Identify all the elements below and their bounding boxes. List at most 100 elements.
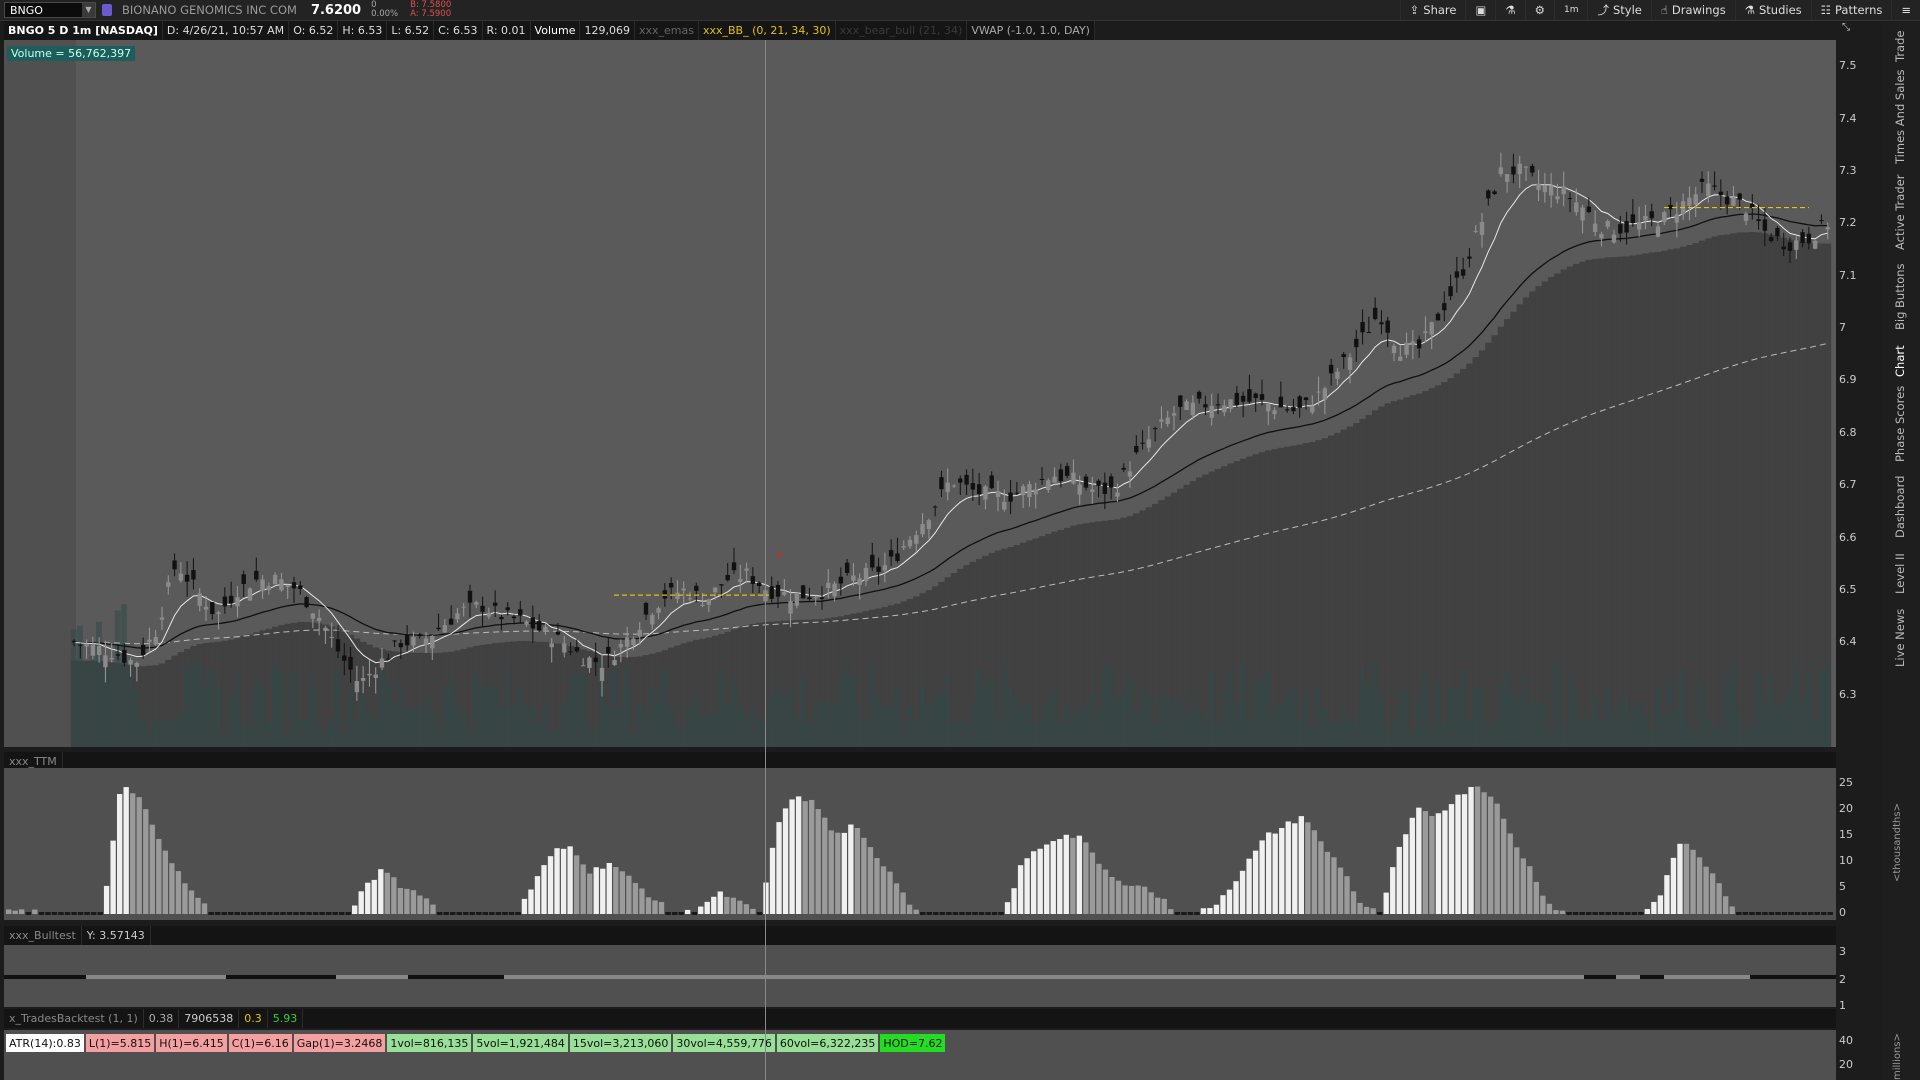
volume-profile-bar [1114, 519, 1121, 747]
collapse-icon[interactable]: ⤡ [1842, 22, 1850, 33]
volume-profile-bar [1623, 256, 1631, 747]
ttm-bar [1481, 792, 1487, 914]
volume-bar [756, 718, 762, 747]
candle-body [631, 638, 636, 646]
volume-profile-bar [1403, 397, 1411, 747]
tab-trade[interactable]: Trade [1893, 30, 1907, 63]
timeframe-button[interactable]: 1m [1553, 0, 1588, 20]
candle-body [819, 597, 825, 599]
candle-body [1548, 185, 1554, 196]
tab-times-and-sales[interactable]: Times And Sales [1893, 69, 1907, 164]
backtest-label[interactable]: x_TradesBacktest (1, 1) [4, 1009, 144, 1028]
volume-profile-bar [919, 593, 927, 747]
ttm-bar [1070, 837, 1076, 914]
volume-bar [1554, 662, 1561, 747]
ttm-bar [1670, 857, 1677, 914]
candle-body [1567, 198, 1573, 200]
bulltest-segment [1616, 975, 1640, 979]
candle-body [1058, 469, 1064, 482]
volume-bar [1522, 676, 1529, 747]
volume-bar [1749, 727, 1755, 747]
volume-profile-bar [781, 620, 788, 747]
drawings-button[interactable]: ☝ Drawings [1650, 0, 1735, 20]
volume-bar [743, 716, 750, 747]
candle-body [1253, 393, 1258, 399]
bulltest-axis[interactable]: 3 2 1 [1836, 945, 1882, 1012]
volume-profile-bar [1076, 524, 1084, 747]
volume-profile-bar [1346, 426, 1354, 747]
tab-live-news[interactable]: Live News [1893, 608, 1907, 667]
study-bear-bull[interactable]: xxx_bear_bull (21, 34) [835, 21, 968, 40]
volume-bar [1390, 721, 1397, 747]
menu-button[interactable]: ≡ [1891, 0, 1920, 20]
volume-bar [781, 696, 787, 747]
study-bb[interactable]: xxx_BB_ (0, 21, 34, 30) [698, 21, 836, 40]
patterns-button[interactable]: ☷ Patterns [1810, 0, 1892, 20]
volume-bar [1560, 729, 1567, 747]
volume-profile-bar [542, 641, 549, 747]
tab-chart[interactable]: Chart [1893, 345, 1907, 377]
bulltest-pane[interactable] [4, 945, 1836, 1007]
volume-label[interactable]: Volume [530, 21, 581, 40]
candle-body [1152, 428, 1158, 430]
volume-bar [862, 720, 869, 747]
tab-big-buttons[interactable]: Big Buttons [1893, 263, 1907, 330]
change-value: 0 [371, 0, 377, 10]
symbol-input[interactable]: BNGO ▼ [4, 2, 96, 18]
candle-body [1385, 320, 1390, 333]
tab-level-ii[interactable]: Level II [1893, 553, 1907, 594]
backtest-v4: 5.93 [268, 1009, 304, 1028]
studies-button[interactable]: ⚗ Studies [1734, 0, 1811, 20]
volume-profile-bar [793, 619, 801, 747]
share-button[interactable]: ⇪ Share [1399, 0, 1466, 20]
ttm-label[interactable]: xxx_TTM [4, 752, 63, 771]
link-group-icon[interactable] [102, 4, 112, 16]
style-icon: ⤴ [1597, 3, 1609, 17]
ttm-bar [1187, 912, 1194, 915]
volume-profile-bar [586, 650, 593, 747]
volume-profile-bar [1434, 385, 1442, 747]
price-axis[interactable]: 7.5 7.4 7.3 7.2 7.1 7 6.9 6.8 6.7 6.6 6.5 6.4 6.3 [1836, 40, 1882, 747]
company-name: BIONANO GENOMICS INC COM [122, 3, 297, 17]
chevron-down-icon[interactable]: ▼ [82, 3, 95, 17]
ttm-bar [358, 891, 364, 914]
ttm-header: xxx_TTM [4, 752, 1836, 771]
volume-bar [171, 718, 178, 747]
candle-body [1077, 484, 1082, 495]
bulltest-svg [4, 975, 1836, 979]
ttm-pane[interactable] [4, 768, 1836, 920]
ttm-bar [1781, 912, 1788, 915]
candle-body [354, 681, 360, 693]
volume-profile-bar [774, 621, 782, 747]
candle-body [442, 625, 448, 633]
signal-marker: + [775, 548, 784, 561]
backtest-axis[interactable]: 40 20 [1836, 1030, 1882, 1080]
ttm-bar [214, 912, 221, 915]
candle-body [857, 578, 862, 585]
candle-body [1781, 246, 1786, 250]
candle-body [492, 602, 498, 606]
ttm-bar [1109, 876, 1115, 914]
volume-bar [693, 696, 699, 747]
settings-button[interactable]: ⚙ [1524, 0, 1554, 20]
tab-active-trader[interactable]: Active Trader [1893, 174, 1907, 250]
ttm-axis[interactable]: 25 20 15 10 5 0 [1836, 768, 1882, 920]
flask-button[interactable]: ⚗ [1495, 0, 1524, 20]
bulltest-label[interactable]: xxx_Bulltest [4, 926, 82, 945]
ttm-bar [802, 801, 808, 914]
ttm-bar [208, 912, 214, 915]
snapshot-button[interactable]: ▣ [1465, 0, 1495, 20]
volume-bar [994, 717, 1001, 747]
volume-bar [253, 678, 259, 747]
volume-bar [1529, 702, 1535, 747]
candle-body [914, 535, 919, 544]
tab-phase-scores[interactable]: Phase Scores [1893, 385, 1907, 462]
volume-bar [1013, 699, 1020, 747]
price-chart[interactable]: + [4, 40, 1836, 747]
study-vwap[interactable]: VWAP (-1.0, 1.0, DAY) [967, 21, 1095, 40]
study-emas[interactable]: xxx_emas [634, 21, 699, 40]
candle-body [1259, 394, 1265, 400]
candle-body [580, 665, 586, 667]
style-button[interactable]: ⤴ Style [1587, 0, 1650, 20]
tab-dashboard[interactable]: Dashboard [1893, 475, 1907, 538]
